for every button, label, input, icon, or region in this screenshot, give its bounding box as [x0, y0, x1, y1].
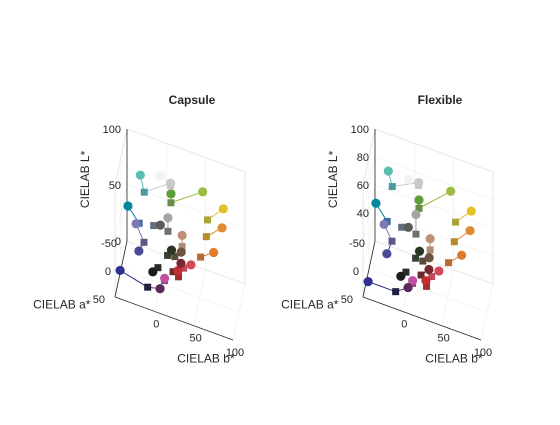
data-circle — [136, 170, 145, 179]
data-square — [197, 254, 204, 261]
data-circle — [371, 199, 380, 208]
data-square — [204, 216, 211, 223]
data-circle — [380, 220, 389, 229]
z-tick-label: 80 — [357, 152, 369, 164]
z-tick-label: 100 — [103, 124, 121, 136]
data-square — [392, 288, 399, 295]
data-circle — [148, 267, 157, 276]
data-circle — [424, 265, 433, 274]
data-circle — [414, 195, 423, 204]
data-square — [167, 199, 174, 206]
data-circle — [414, 178, 423, 187]
data-circle — [403, 283, 412, 292]
data-square — [144, 284, 151, 291]
data-circle — [160, 274, 169, 283]
data-square — [427, 246, 434, 253]
data-circle — [465, 226, 474, 235]
data-circle — [421, 276, 430, 285]
data-square — [452, 219, 459, 226]
x-tick-label: 0 — [153, 318, 159, 330]
link-line — [171, 192, 203, 203]
data-circle — [404, 223, 413, 232]
data-square — [389, 183, 396, 190]
data-circle — [156, 220, 165, 229]
y-tick-label: -50 — [349, 238, 365, 250]
y-axis-label: CIELAB a* — [33, 298, 91, 312]
data-circle — [404, 175, 413, 184]
grid-line — [375, 157, 493, 200]
data-circle — [396, 272, 405, 281]
x-axis-label: CIELAB b* — [425, 352, 483, 366]
data-circle — [167, 246, 176, 255]
data-circle — [425, 253, 434, 262]
x-tick-label: 50 — [438, 333, 450, 345]
data-circle — [198, 187, 207, 196]
y-tick-label: 50 — [341, 294, 353, 306]
grid-line — [127, 129, 245, 172]
x-tick-label: 50 — [190, 333, 202, 345]
z-tick-label: 0 — [115, 236, 121, 248]
x-axis-label: CIELAB b* — [177, 352, 235, 366]
data-circle — [446, 187, 455, 196]
data-circle — [411, 210, 420, 219]
data-circle — [382, 249, 391, 258]
grid-line — [375, 185, 493, 228]
data-circle — [415, 247, 424, 256]
y-axis-label: CIELAB a* — [281, 298, 339, 312]
data-circle — [457, 251, 466, 260]
data-square — [203, 233, 210, 240]
data-circle — [134, 246, 143, 255]
z-tick-label: 40 — [357, 208, 369, 220]
y-tick-label: 0 — [105, 266, 111, 278]
data-square — [412, 231, 419, 238]
data-circle — [116, 266, 125, 275]
data-circle — [209, 248, 218, 257]
data-circle — [177, 248, 186, 257]
z-tick-label: 60 — [357, 180, 369, 192]
data-square — [451, 238, 458, 245]
data-circle — [166, 189, 175, 198]
data-square — [141, 239, 148, 246]
data-circle — [364, 277, 373, 286]
z-tick-label: 100 — [351, 124, 369, 136]
data-circle — [178, 231, 187, 240]
data-circle — [434, 266, 443, 275]
data-circle — [163, 213, 172, 222]
grid-line — [375, 213, 493, 256]
data-circle — [219, 204, 228, 213]
data-circle — [156, 171, 165, 180]
data-circle — [426, 234, 435, 243]
data-circle — [384, 167, 393, 176]
data-circle — [132, 219, 141, 228]
z-axis-label: CIELAB L* — [78, 150, 92, 208]
data-circle — [217, 223, 226, 232]
data-circle — [166, 179, 175, 188]
data-square — [389, 238, 396, 245]
x-tick-label: 0 — [401, 318, 407, 330]
data-circle — [155, 284, 164, 293]
data-circle — [176, 259, 185, 268]
chart-title: Capsule — [169, 93, 216, 107]
z-axis-label: CIELAB L* — [326, 150, 340, 208]
data-circle — [123, 201, 132, 210]
data-square — [412, 255, 419, 262]
z-tick-label: 50 — [109, 180, 121, 192]
y-tick-label: 0 — [353, 266, 359, 278]
data-circle — [467, 206, 476, 215]
data-square — [445, 259, 452, 266]
chart-title: Flexible — [418, 93, 463, 107]
y-tick-label: 50 — [93, 294, 105, 306]
link-line — [120, 270, 148, 287]
grid-line — [375, 129, 493, 172]
link-line — [419, 191, 451, 208]
data-square — [141, 189, 148, 196]
data-circle — [186, 260, 195, 269]
data-square — [164, 228, 171, 235]
